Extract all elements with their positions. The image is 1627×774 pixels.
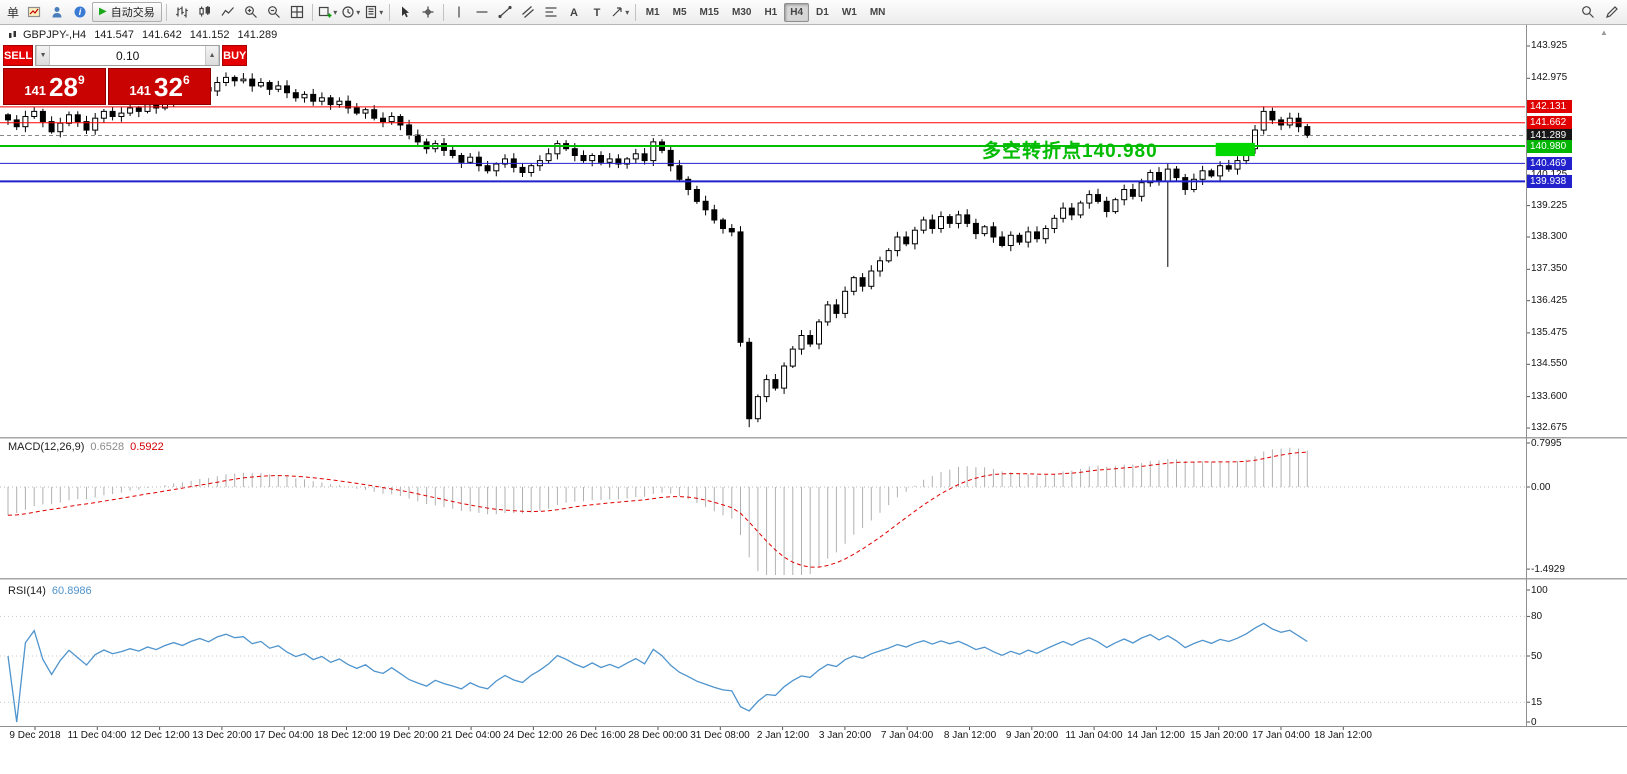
profile-icon[interactable] bbox=[46, 2, 68, 23]
trendline-tool-icon[interactable] bbox=[494, 2, 516, 23]
rsi-value: 60.8986 bbox=[51, 585, 92, 597]
tile-windows-icon[interactable] bbox=[286, 2, 308, 23]
auto-trading-label: 自动交易 bbox=[110, 7, 155, 19]
zoom-in-icon[interactable] bbox=[240, 2, 262, 23]
time-axis-border bbox=[0, 726, 1627, 727]
sell-button[interactable]: SELL bbox=[3, 45, 34, 66]
search-icon[interactable] bbox=[1577, 2, 1599, 23]
templates-icon[interactable]: ▾ bbox=[363, 2, 385, 23]
horizontal-line-tool-icon[interactable] bbox=[471, 2, 493, 23]
sell-price-box[interactable]: 141 28 9 bbox=[3, 68, 106, 105]
buy-button[interactable]: BUY bbox=[222, 45, 248, 66]
arrows-tool-icon[interactable]: ▾ bbox=[609, 2, 631, 23]
label-tool-icon[interactable]: T bbox=[586, 2, 608, 23]
price-axis-border bbox=[1526, 25, 1527, 726]
sell-price-sup: 9 bbox=[77, 73, 85, 87]
text-tool-icon[interactable]: A bbox=[563, 2, 585, 23]
main-toolbar: 单 i ▶ 自动交易 ▾ ▾ ▾ bbox=[0, 0, 1627, 25]
timeframe-m30-button[interactable]: M30 bbox=[731, 6, 752, 18]
lot-size-input[interactable] bbox=[50, 46, 206, 65]
crosshair-icon[interactable] bbox=[417, 2, 439, 23]
macd-main-value: 0.6528 bbox=[90, 441, 125, 453]
buy-price-base: 141 bbox=[129, 83, 152, 98]
open-value: 141.547 bbox=[94, 29, 134, 41]
toolbar-right-group bbox=[1577, 2, 1623, 23]
high-value: 141.642 bbox=[141, 29, 182, 41]
toolbar-separator bbox=[388, 3, 390, 21]
macd-indicator-label: MACD(12,26,9) 0.6528 0.5922 bbox=[8, 441, 164, 453]
toolbar-separator bbox=[311, 3, 313, 21]
cursor-icon[interactable] bbox=[394, 2, 416, 23]
play-icon: ▶ bbox=[99, 6, 107, 17]
timeframe-m1-button[interactable]: M1 bbox=[645, 6, 660, 18]
line-chart-icon[interactable] bbox=[217, 2, 239, 23]
chevron-down-icon: ▾ bbox=[379, 7, 384, 17]
timeframe-w1-button[interactable]: W1 bbox=[841, 6, 857, 18]
rsi-indicator-label: RSI(14) 60.8986 bbox=[8, 585, 92, 597]
chevron-down-icon: ▾ bbox=[625, 7, 630, 17]
charts-window-icon[interactable] bbox=[23, 2, 45, 23]
toolbar-separator bbox=[165, 3, 167, 21]
scroll-top-icon[interactable]: ▲ bbox=[1600, 28, 1608, 37]
one-click-trading-panel: SELL ▼ ▲ BUY 141 28 9 141 32 6 bbox=[3, 45, 248, 105]
chart-icon bbox=[9, 31, 16, 38]
sell-price-base: 141 bbox=[24, 83, 47, 98]
vertical-line-tool-icon[interactable] bbox=[448, 2, 470, 23]
lot-decrease-button[interactable]: ▼ bbox=[36, 46, 51, 65]
toolbar-separator bbox=[442, 3, 444, 21]
new-chart-icon[interactable]: ▾ bbox=[317, 2, 339, 23]
chevron-down-icon: ▾ bbox=[356, 7, 361, 17]
lot-increase-button[interactable]: ▲ bbox=[205, 46, 220, 65]
timeframe-d1-button[interactable]: D1 bbox=[816, 6, 829, 18]
symbol-name: GBPJPY-,H4 bbox=[23, 29, 87, 41]
lot-size-stepper: ▼ ▲ bbox=[35, 45, 221, 66]
toolbar-separator bbox=[634, 3, 636, 21]
close-value: 141.289 bbox=[237, 29, 278, 41]
timeframe-mn-button[interactable]: MN bbox=[869, 6, 886, 18]
svg-text:T: T bbox=[593, 7, 600, 19]
pivot-annotation-text: 多空转折点140.980 bbox=[982, 141, 1158, 162]
candlestick-chart-icon[interactable] bbox=[194, 2, 216, 23]
buy-price-box[interactable]: 141 32 6 bbox=[108, 68, 211, 105]
buy-price-sup: 6 bbox=[182, 73, 190, 87]
channel-tool-icon[interactable] bbox=[517, 2, 539, 23]
zoom-out-icon[interactable] bbox=[263, 2, 285, 23]
symbol-ohlc-label: GBPJPY-,H4 141.547 141.642 141.152 141.2… bbox=[8, 29, 280, 41]
ohlc-bars-chart-icon[interactable] bbox=[171, 2, 193, 23]
auto-trading-button[interactable]: ▶ 自动交易 bbox=[92, 2, 162, 22]
chevron-down-icon: ▾ bbox=[333, 7, 338, 17]
pencil-icon[interactable] bbox=[1601, 2, 1623, 23]
macd-signal-value: 0.5922 bbox=[130, 441, 164, 453]
buy-price-big: 32 bbox=[154, 71, 183, 102]
info-icon[interactable]: i bbox=[69, 2, 91, 23]
timeframe-h1-button[interactable]: H1 bbox=[764, 6, 778, 18]
timeframe-h4-button[interactable]: H4 bbox=[784, 2, 810, 22]
macd-name: MACD(12,26,9) bbox=[8, 441, 85, 453]
new-order-button[interactable]: 单 bbox=[7, 5, 20, 20]
rsi-window-divider[interactable] bbox=[0, 578, 1627, 580]
svg-text:A: A bbox=[570, 7, 578, 19]
macd-window-divider[interactable] bbox=[0, 437, 1627, 439]
svg-text:i: i bbox=[79, 7, 82, 17]
low-value: 141.152 bbox=[189, 29, 230, 41]
periods-icon[interactable]: ▾ bbox=[340, 2, 362, 23]
fibonacci-tool-icon[interactable] bbox=[540, 2, 562, 23]
rsi-name: RSI(14) bbox=[8, 585, 46, 597]
timeframe-m5-button[interactable]: M5 bbox=[672, 6, 687, 18]
timeframe-m15-button[interactable]: M15 bbox=[699, 6, 719, 18]
sell-price-big: 28 bbox=[49, 71, 78, 102]
